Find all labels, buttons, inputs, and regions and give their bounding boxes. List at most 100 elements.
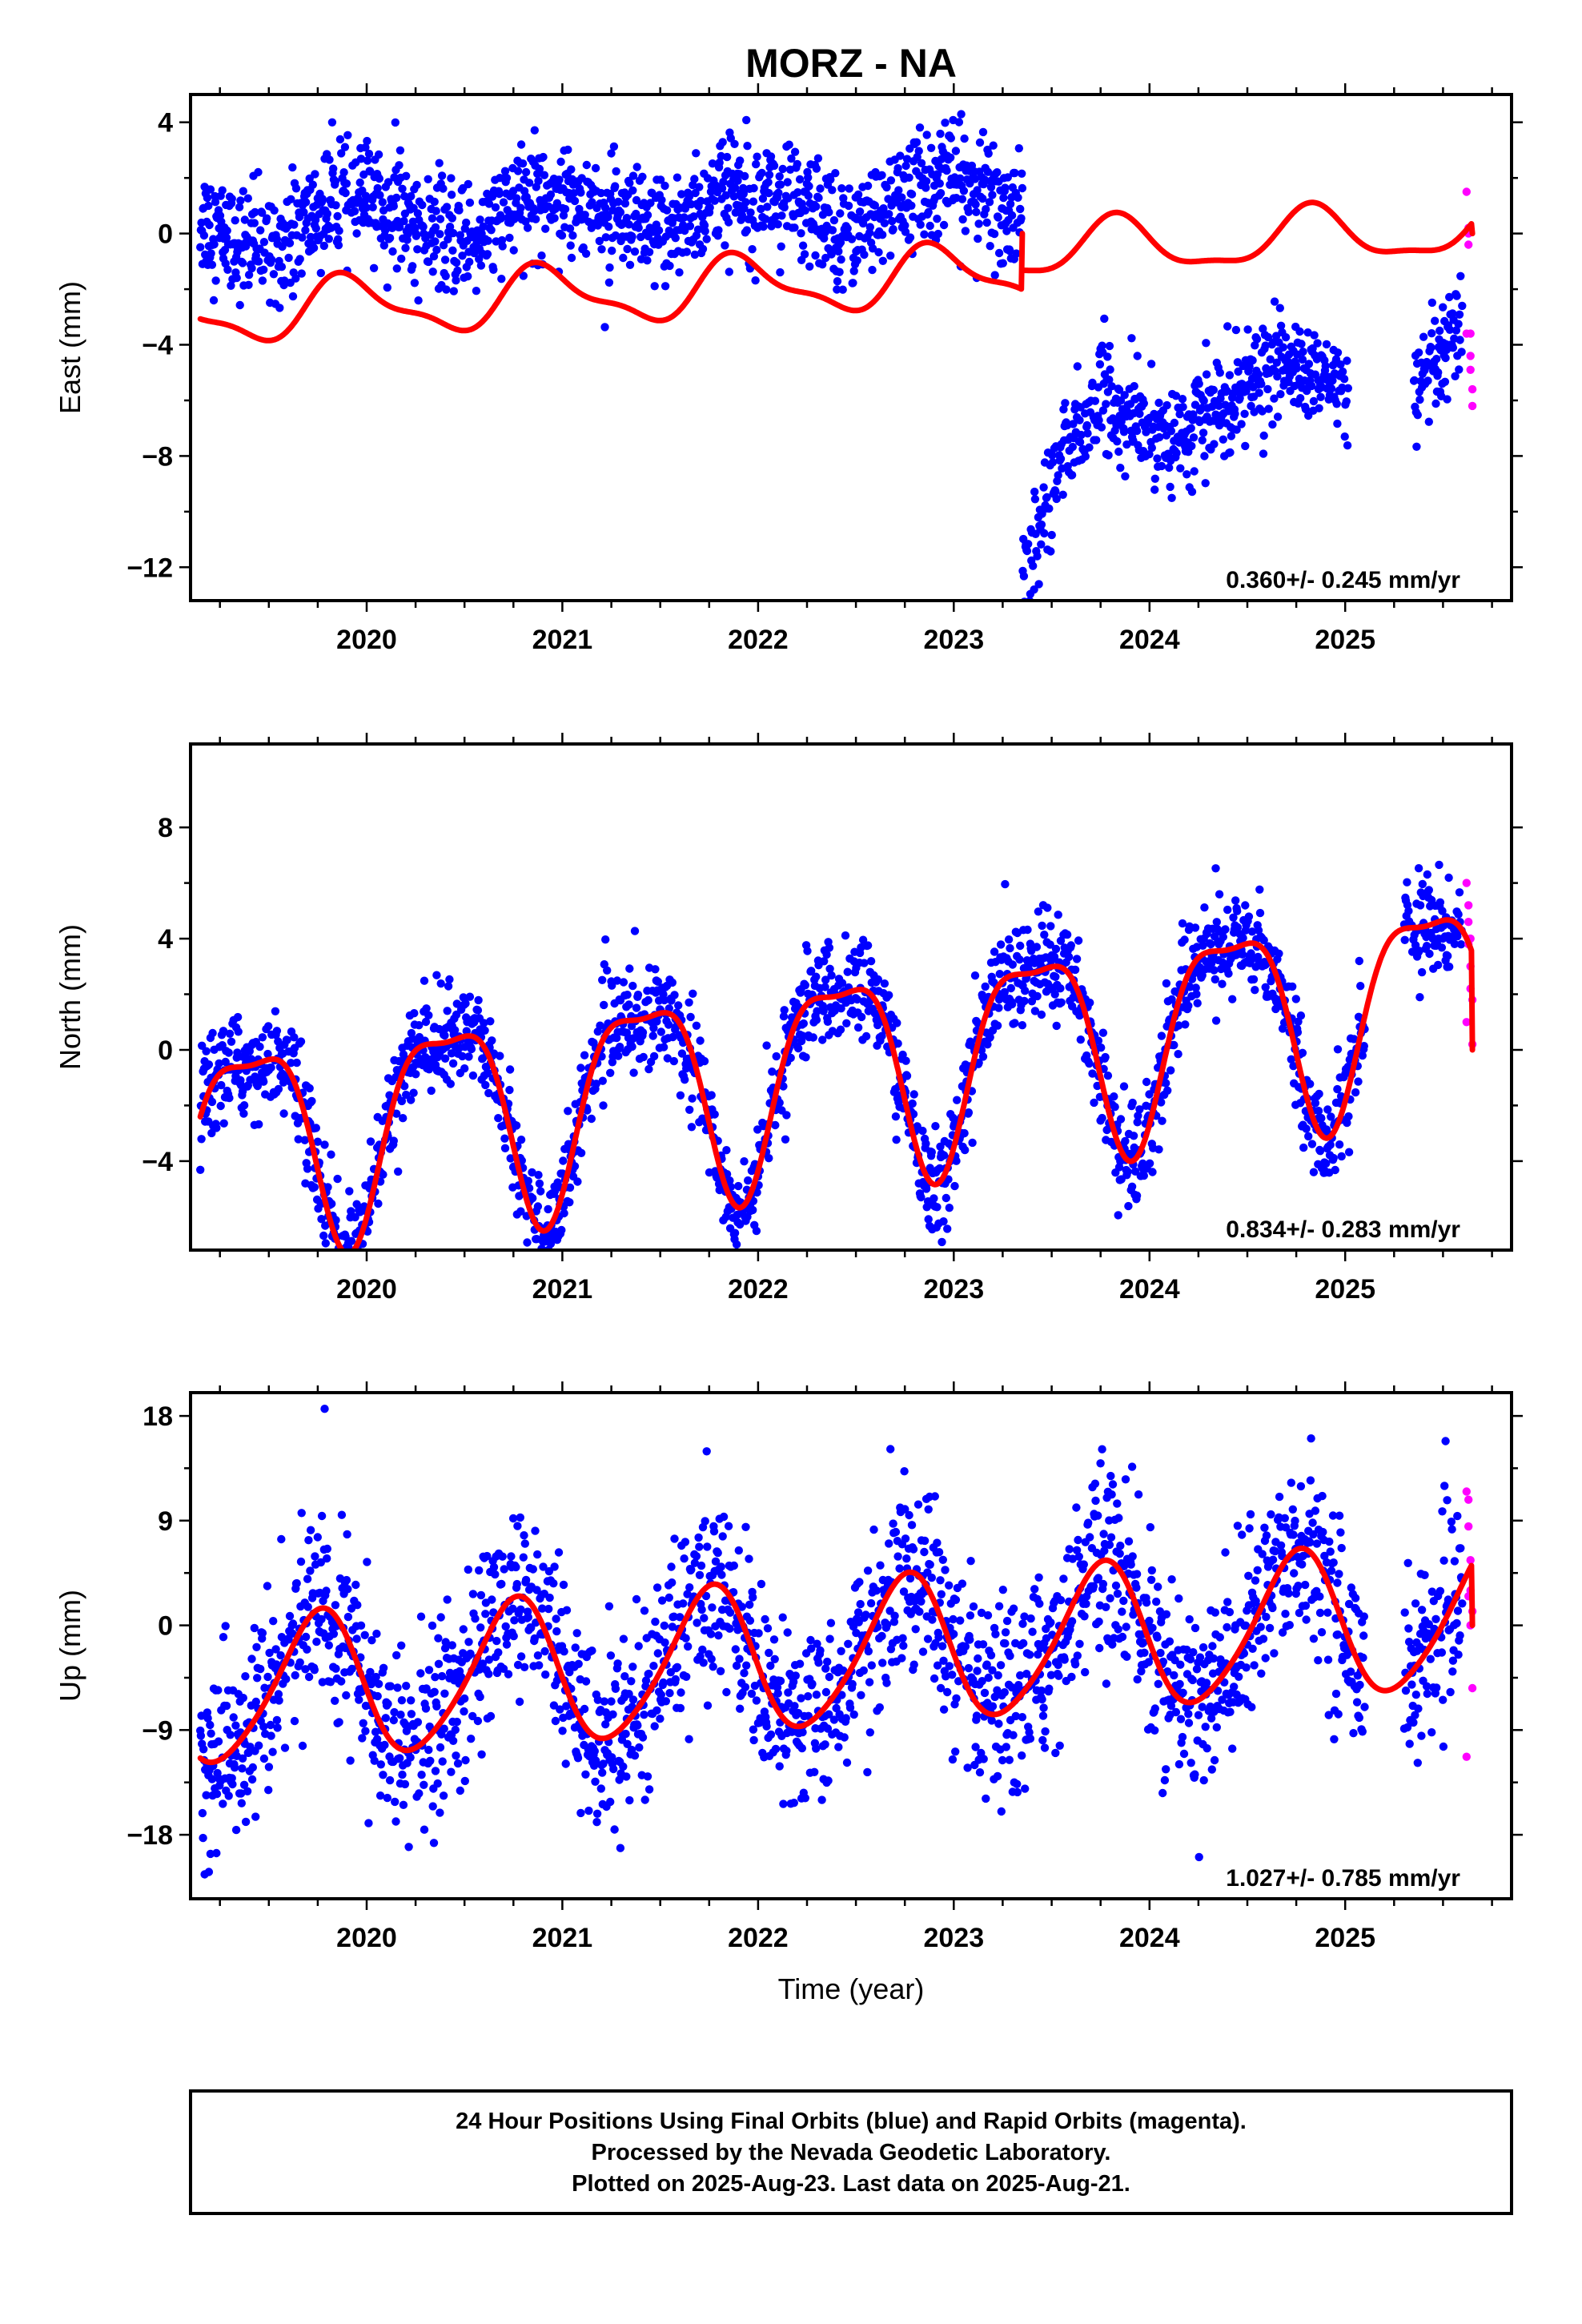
- final-point: [652, 1583, 662, 1592]
- final-point: [1075, 416, 1084, 424]
- final-point: [1452, 292, 1461, 300]
- final-point: [1154, 1145, 1163, 1154]
- final-point: [481, 1610, 490, 1618]
- final-point: [799, 1019, 808, 1028]
- final-point: [1150, 485, 1159, 494]
- final-point: [323, 209, 331, 219]
- final-point: [380, 1740, 389, 1750]
- final-point: [939, 1151, 949, 1160]
- final-point: [786, 1053, 795, 1063]
- final-point: [198, 1808, 207, 1818]
- final-point: [1180, 935, 1189, 944]
- y-tick-label: 0: [158, 219, 173, 250]
- final-point: [258, 1033, 267, 1042]
- final-point: [812, 202, 821, 211]
- final-point: [1317, 1114, 1326, 1123]
- final-point: [764, 178, 773, 187]
- chart-title: MORZ - NA: [745, 41, 957, 86]
- final-point: [519, 271, 528, 280]
- final-point: [199, 1833, 207, 1843]
- final-point: [355, 1695, 363, 1704]
- final-point: [381, 1714, 390, 1723]
- final-point: [677, 1049, 687, 1058]
- final-point: [1343, 1118, 1351, 1128]
- final-point: [317, 1215, 326, 1224]
- final-point: [1264, 404, 1273, 413]
- model-line-north: [197, 917, 1476, 1250]
- final-point: [500, 1565, 508, 1574]
- final-point: [592, 1809, 602, 1818]
- final-point: [208, 1028, 217, 1038]
- final-point: [1456, 336, 1464, 344]
- final-point: [389, 1136, 398, 1145]
- final-point: [333, 1174, 342, 1184]
- final-point: [244, 280, 253, 289]
- final-point: [389, 202, 398, 211]
- final-point: [527, 1623, 536, 1633]
- final-point: [718, 138, 727, 147]
- final-point: [571, 1643, 580, 1652]
- final-point: [715, 158, 724, 167]
- final-point: [663, 1054, 672, 1063]
- final-point: [570, 1162, 580, 1171]
- final-point: [974, 1058, 983, 1068]
- final-point: [300, 1136, 309, 1144]
- final-point: [746, 208, 755, 217]
- final-point: [389, 1715, 398, 1725]
- final-point: [451, 1725, 460, 1735]
- final-point: [202, 1047, 211, 1055]
- final-point: [619, 978, 628, 987]
- final-point: [1006, 247, 1014, 255]
- final-point: [287, 1059, 295, 1068]
- final-point: [250, 1623, 259, 1633]
- final-point: [990, 229, 999, 239]
- final-point: [765, 188, 773, 198]
- final-point: [269, 1617, 278, 1626]
- final-point: [453, 1759, 463, 1768]
- final-point: [215, 1059, 223, 1068]
- final-point: [243, 194, 252, 203]
- final-point: [730, 183, 740, 192]
- final-point: [1090, 1098, 1098, 1108]
- final-point: [1252, 335, 1262, 344]
- final-point: [628, 981, 637, 991]
- final-point: [831, 169, 840, 178]
- x-tick-label: 2025: [1315, 1274, 1375, 1305]
- final-point: [674, 1001, 683, 1010]
- final-point: [1052, 1021, 1061, 1031]
- final-point: [1226, 448, 1235, 457]
- final-point: [600, 1000, 608, 1010]
- final-point: [219, 1633, 228, 1642]
- final-point: [1415, 395, 1424, 404]
- final-point: [292, 1058, 301, 1068]
- final-point: [921, 177, 931, 186]
- final-point: [703, 1701, 713, 1710]
- final-point: [612, 167, 620, 176]
- final-point: [258, 1629, 267, 1638]
- final-point: [290, 1716, 299, 1726]
- final-point: [774, 188, 783, 197]
- final-point: [1105, 341, 1114, 351]
- final-point: [227, 1037, 236, 1047]
- final-point: [565, 224, 575, 233]
- final-point: [1046, 547, 1055, 556]
- final-point: [337, 149, 346, 158]
- final-point: [679, 1599, 688, 1608]
- final-point: [729, 1561, 738, 1570]
- final-point: [461, 999, 470, 1008]
- final-point: [452, 276, 460, 285]
- final-point: [1304, 1132, 1313, 1141]
- final-point: [1181, 1020, 1190, 1029]
- final-point: [1251, 341, 1259, 350]
- final-point: [1268, 420, 1277, 429]
- final-point: [426, 1756, 435, 1765]
- final-point: [562, 1606, 572, 1614]
- final-point: [276, 1651, 285, 1660]
- final-point: [455, 206, 464, 215]
- final-point: [311, 170, 319, 179]
- final-point: [326, 1678, 335, 1687]
- final-point: [880, 219, 889, 227]
- final-point: [264, 1022, 273, 1031]
- final-point: [780, 203, 789, 212]
- final-point: [1451, 372, 1460, 380]
